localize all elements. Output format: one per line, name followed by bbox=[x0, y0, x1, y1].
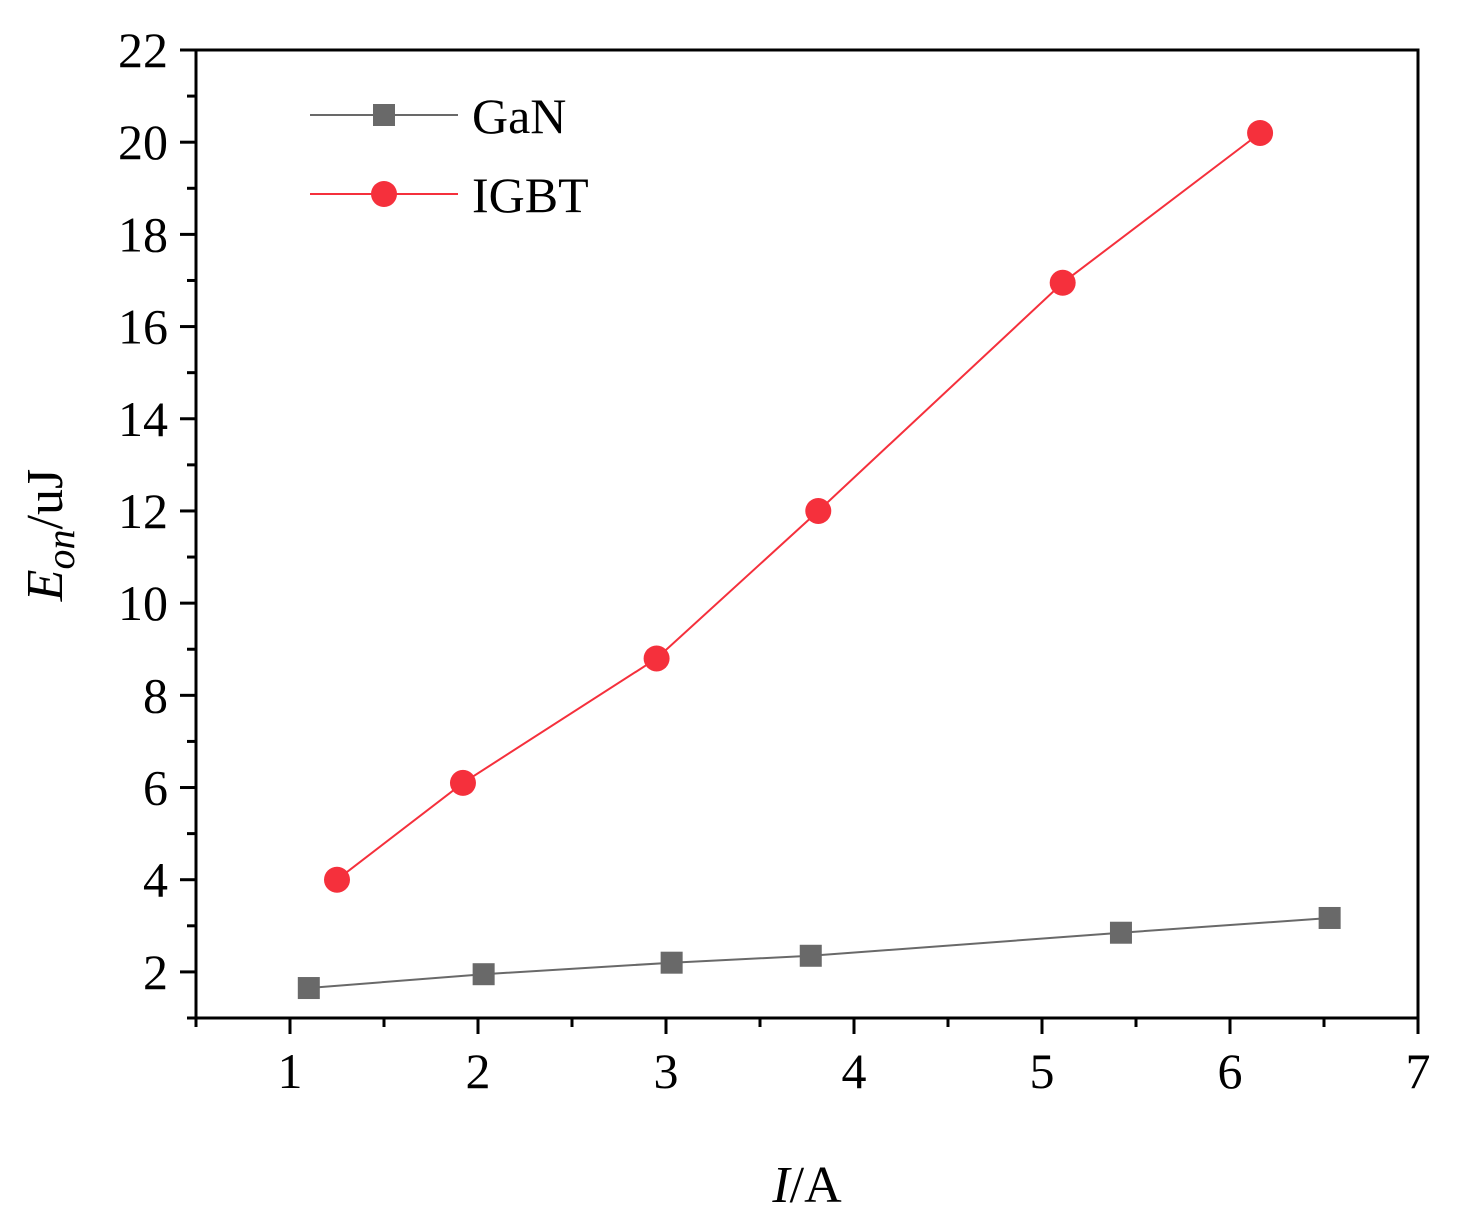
igbt-point bbox=[1247, 119, 1274, 146]
y-axis: 2 4 6 8 10 12 14 16 18 20 22 bbox=[118, 22, 196, 1020]
y-tick-label: 4 bbox=[143, 852, 168, 908]
plot-frame bbox=[194, 48, 1420, 1020]
series-igbt bbox=[324, 119, 1274, 893]
y-tick-label: 8 bbox=[143, 667, 168, 723]
legend-igbt-marker bbox=[371, 181, 397, 207]
gan-point bbox=[1318, 906, 1341, 929]
y-tick-label: 18 bbox=[118, 206, 168, 262]
legend-igbt-label: IGBT bbox=[472, 167, 589, 223]
gan-point bbox=[297, 977, 320, 1000]
y-tick-label: 20 bbox=[118, 114, 168, 170]
x-tick-label: 5 bbox=[1030, 1043, 1055, 1099]
series-layer bbox=[297, 119, 1341, 1000]
x-tick-label: 6 bbox=[1218, 1043, 1243, 1099]
legend-gan-label: GaN bbox=[472, 88, 566, 144]
x-axis: 1 2 3 4 5 6 7 bbox=[194, 1018, 1431, 1099]
legend-item-igbt: IGBT bbox=[310, 167, 589, 223]
y-tick-label: 6 bbox=[143, 760, 168, 816]
gan-point bbox=[799, 944, 822, 967]
igbt-line bbox=[336, 132, 1261, 881]
y-tick-label: 16 bbox=[118, 299, 168, 355]
igbt-point bbox=[1049, 269, 1076, 296]
legend-gan-marker bbox=[373, 104, 395, 126]
x-tick-label: 3 bbox=[654, 1043, 679, 1099]
igbt-point bbox=[643, 645, 670, 672]
x-tick-label: 7 bbox=[1406, 1043, 1431, 1099]
x-tick-label: 4 bbox=[842, 1043, 867, 1099]
igbt-point bbox=[449, 769, 476, 796]
gan-point bbox=[660, 951, 683, 974]
y-tick-label: 12 bbox=[118, 483, 168, 539]
igbt-point bbox=[805, 497, 832, 524]
legend: GaN IGBT bbox=[310, 88, 589, 223]
y-axis-label: Eon/uJ bbox=[17, 469, 83, 602]
gan-line bbox=[308, 917, 1330, 989]
gan-point bbox=[472, 963, 495, 986]
legend-item-gan: GaN bbox=[310, 88, 566, 144]
y-tick-label: 22 bbox=[118, 22, 168, 78]
series-gan bbox=[297, 906, 1341, 1000]
gan-point bbox=[1109, 921, 1132, 944]
y-tick-label: 10 bbox=[118, 575, 168, 631]
x-tick-label: 2 bbox=[466, 1043, 491, 1099]
y-tick-label: 14 bbox=[118, 391, 168, 447]
igbt-point bbox=[324, 866, 350, 893]
y-tick-label: 2 bbox=[143, 944, 168, 1000]
x-axis-label: I/A bbox=[771, 1157, 842, 1214]
x-tick-label: 1 bbox=[278, 1043, 303, 1099]
